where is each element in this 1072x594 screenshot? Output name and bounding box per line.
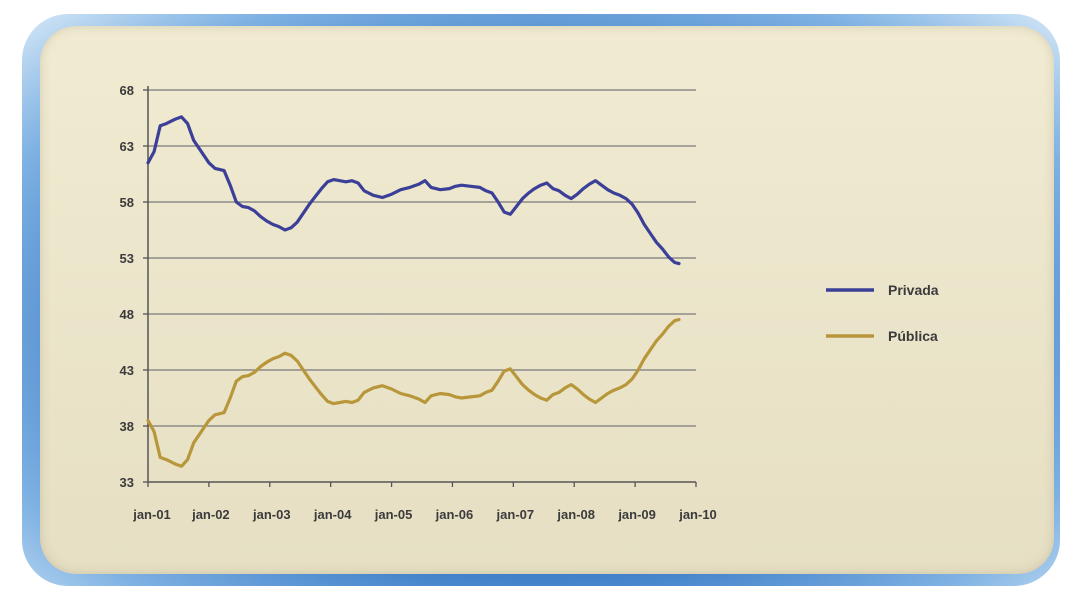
- legend: Privada Pública: [826, 282, 939, 344]
- legend-label: Pública: [888, 328, 938, 344]
- y-tick-label: 33: [120, 475, 134, 490]
- x-tick-label: jan-02: [191, 507, 230, 522]
- series-lines: [146, 115, 681, 468]
- x-tick-label: jan-06: [435, 507, 474, 522]
- y-tick-label: 53: [120, 251, 134, 266]
- y-tick-label: 48: [120, 307, 134, 322]
- x-tick-label: jan-01: [132, 507, 171, 522]
- x-tick-label: jan-05: [374, 507, 413, 522]
- axes: 68 63 58 53 48 43 38 33 jan-01 jan-02 jan-03 jan-04…: [120, 83, 717, 522]
- y-tick-label: 43: [120, 363, 134, 378]
- x-tick-label: jan-03: [252, 507, 291, 522]
- x-tick-label: jan-08: [556, 507, 595, 522]
- x-tick-label: jan-09: [617, 507, 656, 522]
- x-tick-label: jan-07: [496, 507, 535, 522]
- series-line-p-blica: [146, 318, 681, 468]
- y-tick-label: 38: [120, 419, 134, 434]
- y-tick-label: 63: [120, 139, 134, 154]
- x-tick-label: jan-10: [678, 507, 717, 522]
- y-tick-label: 58: [120, 195, 134, 210]
- y-tick-label: 68: [120, 83, 134, 98]
- series-line-privada: [146, 115, 681, 266]
- legend-label: Privada: [888, 282, 939, 298]
- x-tick-label: jan-04: [313, 507, 352, 522]
- gridlines: [148, 89, 696, 427]
